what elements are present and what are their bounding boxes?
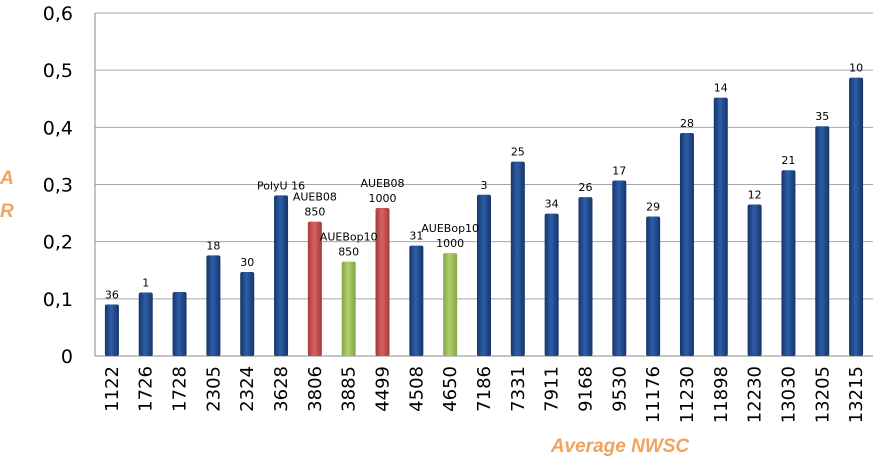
bar-3885 [341,261,356,356]
x-tick-label: 1726 [136,366,157,412]
data-label: AUEBop10 [421,222,479,235]
data-label: 10 [849,62,863,75]
x-tick-label: 11898 [711,366,732,423]
data-label: 21 [781,154,795,167]
data-label: 17 [612,164,626,177]
data-label: 35 [815,110,829,123]
data-label: 1000 [436,237,464,250]
x-tick-label: 13215 [846,366,867,423]
data-label: 850 [304,206,325,219]
bar-9530 [612,180,627,356]
data-label: 31 [409,230,423,243]
bar-9168 [578,197,593,356]
data-label: 3 [481,179,488,192]
bar-7331 [510,161,525,356]
bar-1122 [104,304,119,356]
y-tick-label: 0,1 [43,289,73,311]
data-label: PolyU 16 [257,179,305,192]
data-label: AUEB08 [360,177,404,190]
x-tick-label: 2324 [237,366,258,412]
y-axis-title-line-1: A [0,168,14,189]
bar-13215 [849,77,864,357]
data-label: AUEBop10 [320,231,378,244]
bar-11230 [679,133,694,356]
y-axis-ticks: 0 0,1 0,2 0,3 0,4 0,5 0,6 [43,3,73,368]
bar-3628 [274,195,289,356]
bar-13205 [815,126,830,356]
x-tick-label: 3885 [339,366,360,412]
bar-13030 [781,170,796,356]
data-label: 1 [142,277,149,290]
bar-2324 [240,271,255,356]
x-tick-label: 12230 [745,366,766,423]
x-tick-label: 4499 [373,366,394,412]
bar-4650 [443,253,458,356]
y-tick-label: 0,2 [43,232,73,254]
data-label: 12 [748,189,762,202]
y-tick-label: 0 [61,346,73,368]
bar-4499 [375,207,390,356]
x-tick-label: 11176 [643,366,664,423]
x-tick-label: 3806 [305,366,326,412]
x-tick-label: 13030 [778,366,799,423]
x-tick-label: 13205 [812,366,833,423]
data-label: 14 [714,82,728,95]
data-label: 28 [680,117,694,130]
data-label: AUEB08 [293,191,337,204]
x-tick-label: 7331 [508,366,529,412]
data-label: 36 [105,289,119,302]
bar-1728 [172,291,187,356]
x-tick-label: 9530 [609,366,630,412]
x-tick-label: 9168 [575,366,596,412]
x-tick-label: 1122 [102,366,123,412]
bar-3806 [307,221,322,356]
x-tick-label: 2305 [203,366,224,412]
data-label: 29 [646,201,660,214]
y-axis-title-line-2: R [0,201,14,222]
bar-1726 [138,292,153,356]
x-tick-label: 4650 [440,366,461,412]
y-tick-label: 0,4 [43,117,73,139]
y-tick-label: 0,6 [43,3,73,25]
bars [104,77,864,357]
x-tick-label: 7186 [474,366,495,412]
x-tick-label: 4508 [406,366,427,412]
y-tick-label: 0,3 [43,175,73,197]
bar-7186 [477,194,491,356]
bar-11898 [713,97,728,357]
data-label: 18 [206,239,220,252]
x-tick-label: 7911 [542,366,563,412]
data-label: 34 [545,198,559,211]
x-axis-title: Average NWSC [550,436,690,457]
data-label: 26 [578,181,592,194]
data-label: 30 [240,256,254,269]
bar-4508 [409,245,424,356]
bar-7911 [544,213,559,356]
data-label: 1000 [369,192,397,205]
bar-12230 [747,204,762,356]
x-axis-ticks: 1122 1726 1728 2305 2324 3628 3806 3885 4499 4508… [102,366,867,423]
bar-2305 [206,255,221,356]
data-label: 25 [511,146,525,159]
y-tick-label: 0,5 [43,60,73,82]
x-tick-label: 11230 [677,366,698,423]
bar-11176 [646,216,661,356]
x-tick-label: 1728 [170,366,191,412]
x-tick-label: 3628 [271,366,292,412]
data-label: 850 [338,246,359,259]
